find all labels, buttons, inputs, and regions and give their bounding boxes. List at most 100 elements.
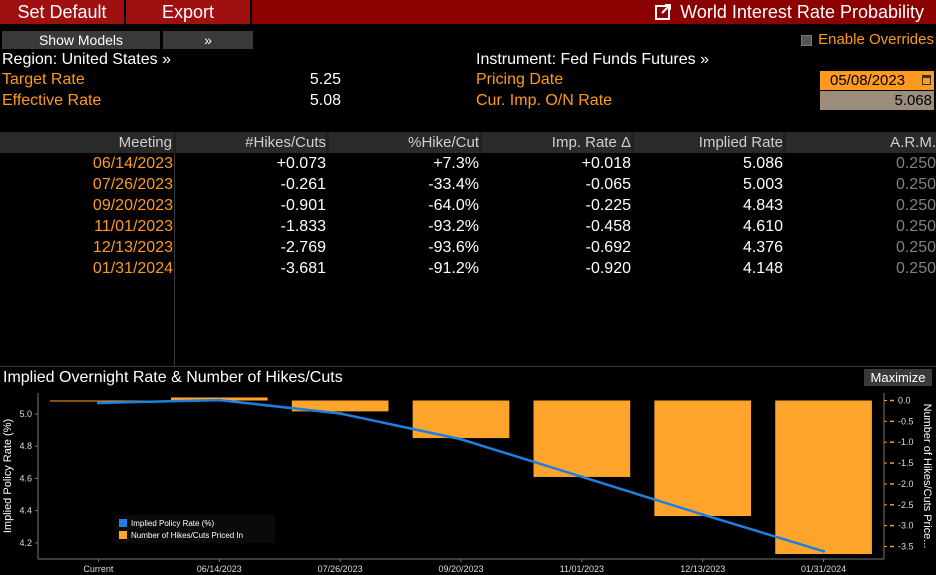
y-tick-label-right: 0.0: [898, 396, 911, 406]
cur-imp-rate-label: Cur. Imp. O/N Rate: [476, 92, 613, 109]
table-cell-arm[interactable]: 0.250: [895, 260, 936, 277]
table-cell-meeting[interactable]: 12/13/2023: [92, 239, 173, 256]
table-cell-arm[interactable]: 0.250: [895, 197, 936, 214]
x-tick-label: 11/01/2023: [560, 564, 604, 574]
rate-chart: 4.2 4.4 4.6 4.8 5.0 0.0 -0.5 -1.0 -1.5 -2.0 -2.5 -3…: [2, 393, 933, 574]
chart-point: [580, 475, 584, 479]
y-tick-label-right: -2.5: [898, 500, 914, 510]
pricing-date-input[interactable]: 05/08/2023: [820, 71, 934, 90]
calendar-icon[interactable]: [922, 75, 931, 85]
set-default-button[interactable]: Set Default: [0, 0, 126, 24]
table-cell: -0.225: [585, 197, 631, 214]
legend-swatch-line: [119, 519, 127, 527]
chart-bar: [654, 400, 752, 516]
y-tick-label-left: 4.2: [19, 538, 32, 548]
table-cell: -33.4%: [428, 176, 479, 193]
show-models-button[interactable]: Show Models: [2, 31, 160, 49]
maximize-button[interactable]: Maximize: [864, 369, 932, 386]
table-cell: -3.681: [280, 260, 326, 277]
window-title: World Interest Rate Probability: [654, 0, 924, 24]
region-selector[interactable]: Region: United States »: [2, 51, 171, 68]
chart-point: [217, 398, 221, 402]
table-cell-meeting[interactable]: 07/26/2023: [92, 176, 173, 193]
effective-rate-label: Effective Rate: [2, 92, 102, 109]
col-pct-hike-cut[interactable]: %Hike/Cut: [329, 132, 479, 153]
instrument-selector[interactable]: Instrument: Fed Funds Futures »: [476, 51, 709, 68]
y-tick-label-right: -1.0: [898, 437, 914, 447]
y-tick-label-right: -1.5: [898, 458, 914, 468]
x-tick-label: Current: [83, 564, 114, 574]
table-cell: -1.833: [280, 218, 326, 235]
table-cell: -91.2%: [428, 260, 479, 277]
effective-rate-value: 5.08: [309, 92, 341, 109]
legend-swatch-bar: [119, 531, 127, 539]
legend-box: [115, 515, 275, 543]
y-tick-label-right: -0.5: [898, 416, 914, 426]
chart-bar: [50, 400, 147, 402]
table-cell-meeting[interactable]: 06/14/2023: [92, 155, 173, 172]
table-cell: 4.148: [742, 260, 783, 277]
y-tick-label-left: 4.8: [19, 441, 32, 451]
title-text: World Interest Rate Probability: [680, 2, 924, 22]
divider: [0, 366, 936, 367]
y-tick-label-right: -3.0: [898, 521, 914, 531]
table-cell: 4.610: [742, 218, 783, 235]
col-imp-rate-delta[interactable]: Imp. Rate Δ: [482, 132, 631, 153]
table-cell-meeting[interactable]: 11/01/2023: [94, 218, 173, 235]
cur-imp-rate-field[interactable]: 5.068: [820, 91, 934, 110]
chart-title: Implied Overnight Rate & Number of Hikes…: [3, 369, 343, 386]
legend-label: Implied Policy Rate (%): [131, 519, 214, 528]
x-tick-label: 07/26/2023: [318, 564, 363, 574]
table-cell: -0.901: [280, 197, 326, 214]
y-axis-title-right: Number of Hikes/Cuts Price...: [921, 404, 933, 549]
table-cell-meeting[interactable]: 01/31/2024: [92, 260, 173, 277]
table-cell-arm[interactable]: 0.250: [895, 218, 936, 235]
table-cell: 4.376: [742, 239, 783, 256]
chart-point: [459, 437, 463, 441]
table-cell-arm[interactable]: 0.250: [895, 176, 936, 193]
y-axis-title-left: Implied Policy Rate (%): [2, 419, 14, 533]
external-link-icon[interactable]: [654, 3, 672, 21]
table-cell-arm[interactable]: 0.250: [895, 239, 936, 256]
pricing-date-label: Pricing Date: [476, 71, 564, 88]
table-cell: 4.843: [742, 197, 783, 214]
table-cell: -2.769: [280, 239, 326, 256]
chart-bar: [533, 400, 631, 477]
table-cell: -93.2%: [428, 218, 479, 235]
x-tick-label: 06/14/2023: [197, 564, 242, 574]
target-rate-value: 5.25: [309, 71, 341, 88]
checkbox-icon[interactable]: [801, 34, 813, 46]
table-cell: 5.003: [742, 176, 783, 193]
export-button[interactable]: Export: [126, 0, 252, 24]
y-tick-label-left: 4.4: [19, 506, 32, 516]
enable-overrides-label: Enable Overrides: [818, 31, 934, 48]
y-tick-label-left: 5.0: [19, 409, 32, 419]
target-rate-label: Target Rate: [2, 71, 85, 88]
chart-point: [822, 549, 826, 553]
chart-point: [96, 401, 100, 405]
enable-overrides-toggle[interactable]: Enable Overrides: [801, 31, 934, 49]
chart-bar: [291, 400, 389, 412]
pricing-date-value: 05/08/2023: [830, 72, 906, 89]
col-meeting[interactable]: Meeting: [0, 132, 173, 153]
table-cell: +0.018: [581, 155, 631, 172]
table-cell-meeting[interactable]: 09/20/2023: [92, 197, 173, 214]
table-cell: -0.920: [585, 260, 631, 277]
table-cell: -64.0%: [428, 197, 479, 214]
expand-chevron-button[interactable]: »: [163, 31, 253, 49]
table-cell: +0.073: [276, 155, 326, 172]
table-cell: -0.065: [585, 176, 631, 193]
y-tick-label-left: 4.6: [19, 473, 32, 483]
x-tick-label: 01/31/2024: [801, 564, 846, 574]
col-implied-rate[interactable]: Implied Rate: [634, 132, 783, 153]
table-cell: -0.692: [585, 239, 631, 256]
col-arm[interactable]: A.R.M.: [786, 132, 936, 153]
table-cell: 5.086: [742, 155, 783, 172]
y-tick-label-right: -3.5: [898, 541, 914, 551]
table-cell: -0.261: [280, 176, 326, 193]
chart-bar: [775, 400, 872, 555]
table-cell-arm[interactable]: 0.250: [895, 155, 936, 172]
table-cell: -0.458: [585, 218, 631, 235]
chart-point: [701, 513, 705, 517]
col-hikes-cuts[interactable]: #Hikes/Cuts: [176, 132, 326, 153]
